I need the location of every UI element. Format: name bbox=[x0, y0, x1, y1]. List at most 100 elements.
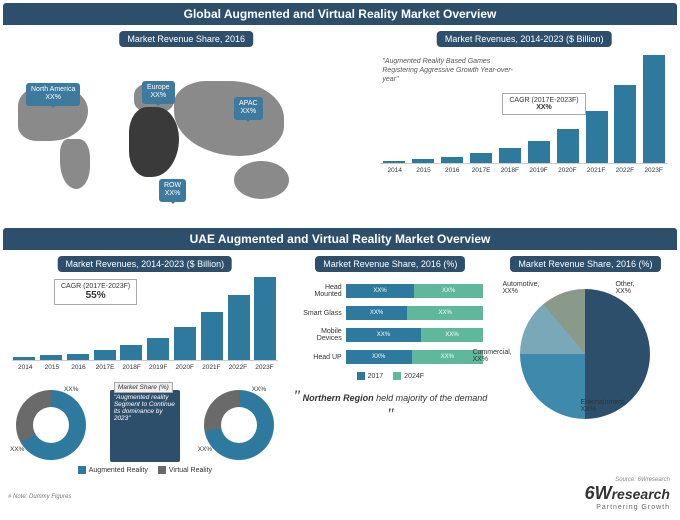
stacked-seg-a: XX% bbox=[346, 306, 408, 320]
north-quote: " Northern Region held majority of the d… bbox=[290, 388, 491, 424]
bar bbox=[614, 85, 636, 163]
stacked-label: Head Mounted bbox=[298, 284, 342, 298]
bar bbox=[528, 141, 550, 163]
legend-ar: Augmented Reality bbox=[89, 467, 148, 474]
bar-label: 2021F bbox=[198, 364, 225, 371]
uae-bar-chart: 2014201520162017E2018F2019F2020F2021F202… bbox=[4, 276, 286, 386]
global-revenue-title: Market Revenues, 2014-2023 ($ Billion) bbox=[437, 31, 612, 47]
share-quote-box: Market Share (%) "Augmented reality Segm… bbox=[110, 390, 180, 462]
map-title: Market Revenue Share, 2016 bbox=[119, 31, 253, 47]
north-highlight: Northern Region bbox=[303, 393, 374, 403]
uae-revenue-panel: Market Revenues, 2014-2023 ($ Billion) C… bbox=[4, 254, 286, 516]
pie-label: Automotive,XX% bbox=[502, 281, 539, 295]
stacked-seg-a: XX% bbox=[346, 350, 412, 364]
logo-main: 6W bbox=[585, 483, 612, 503]
bar bbox=[201, 312, 223, 360]
global-revenue-panel: Market Revenues, 2014-2023 ($ Billion) "… bbox=[372, 29, 676, 221]
map-pin: ROWXX% bbox=[159, 179, 186, 202]
donut-label: XX% bbox=[252, 386, 266, 393]
stacked-seg-b: XX% bbox=[407, 306, 482, 320]
uae-revenue-title: Market Revenues, 2014-2023 ($ Billion) bbox=[58, 256, 233, 272]
bar-label: 2023F bbox=[639, 167, 668, 174]
donut-label: XX% bbox=[10, 446, 24, 453]
bar-label: 2022F bbox=[225, 364, 252, 371]
bar bbox=[586, 111, 608, 163]
global-bar-chart: 2014201520162017E2018F2019F2020F2021F202… bbox=[372, 54, 676, 194]
uae-section: Market Revenues, 2014-2023 ($ Billion) C… bbox=[0, 250, 680, 520]
bar-label: 2015 bbox=[409, 167, 438, 174]
bar-label: 2017E bbox=[92, 364, 119, 371]
stacked-label: Head UP bbox=[298, 354, 342, 361]
legend-2024: 2024F bbox=[404, 373, 424, 380]
stacked-seg-a: XX% bbox=[346, 328, 421, 342]
stacked-row: Mobile DevicesXX%XX% bbox=[298, 328, 483, 342]
pie-title: Market Revenue Share, 2016 (%) bbox=[510, 256, 660, 272]
logo-tag: Partnering Growth bbox=[585, 504, 670, 511]
stacked-seg-b: XX% bbox=[421, 328, 483, 342]
stacked-label: Smart Glass bbox=[298, 310, 342, 317]
donut-2016 bbox=[16, 390, 86, 460]
bar bbox=[383, 161, 405, 163]
donut-label: XX% bbox=[64, 386, 78, 393]
bar-label: 2021F bbox=[582, 167, 611, 174]
bar bbox=[557, 129, 579, 163]
bar bbox=[94, 350, 116, 360]
stacked-row: Smart Glass XX%XX% bbox=[298, 306, 483, 320]
bar bbox=[174, 327, 196, 360]
bar-label: 2016 bbox=[438, 167, 467, 174]
world-map: North AmericaXX% EuropeXX% APACXX% ROWXX% bbox=[4, 51, 368, 221]
legend-2017: 2017 bbox=[368, 373, 384, 380]
pie-label: Entertainment,XX% bbox=[580, 399, 626, 413]
bar-label: 2014 bbox=[380, 167, 409, 174]
map-pin: APACXX% bbox=[234, 97, 263, 120]
share-title: Market Share (%) bbox=[114, 382, 173, 393]
bar-label: 2019F bbox=[524, 167, 553, 174]
bar-label: 2020F bbox=[171, 364, 198, 371]
bar bbox=[147, 338, 169, 360]
global-section: Market Revenue Share, 2016 North America… bbox=[0, 25, 680, 225]
stacked-seg-a: XX% bbox=[346, 284, 415, 298]
bar bbox=[13, 357, 35, 360]
share-quote: "Augmented reality Segment to Continue i… bbox=[114, 394, 175, 422]
bar-label: 2016 bbox=[65, 364, 92, 371]
bar bbox=[120, 345, 142, 360]
bar bbox=[228, 295, 250, 360]
donut-2023 bbox=[204, 390, 274, 460]
bar-label: 2017E bbox=[467, 167, 496, 174]
bar-label: 2019F bbox=[145, 364, 172, 371]
bar-label: 2022F bbox=[610, 167, 639, 174]
pie-label: Commercial,XX% bbox=[472, 349, 511, 363]
map-panel: Market Revenue Share, 2016 North America… bbox=[4, 29, 368, 221]
uae-segments-panel: Market Revenue Share, 2016 (%) Head Moun… bbox=[290, 254, 491, 516]
bar bbox=[441, 157, 463, 163]
donut-label: XX% bbox=[198, 446, 212, 453]
bar-label: 2015 bbox=[39, 364, 66, 371]
legend-vr: Virtual Reality bbox=[169, 467, 212, 474]
bar bbox=[67, 354, 89, 360]
bar-label: 2018F bbox=[118, 364, 145, 371]
global-header: Global Augmented and Virtual Reality Mar… bbox=[3, 3, 677, 25]
bar-label: 2018F bbox=[495, 167, 524, 174]
pie-chart: Entertainment,XX%Commercial,XX%Automotiv… bbox=[520, 289, 650, 419]
bar bbox=[254, 277, 276, 360]
map-pin: North AmericaXX% bbox=[26, 83, 80, 106]
map-pin: EuropeXX% bbox=[142, 81, 175, 104]
bar bbox=[470, 153, 492, 163]
seg-legend: 2017 2024F bbox=[290, 372, 491, 380]
stacked-bars: Head MountedXX%XX%Smart GlassXX%XX%Mobil… bbox=[290, 284, 491, 364]
bar bbox=[499, 148, 521, 163]
seg-title: Market Revenue Share, 2016 (%) bbox=[315, 256, 465, 272]
logo-sub: research bbox=[612, 486, 670, 502]
pie-label: Other,XX% bbox=[615, 281, 634, 295]
logo: 6Wresearch Partnering Growth bbox=[585, 483, 670, 511]
dummy-note: # Note: Dummy Figures bbox=[8, 494, 71, 500]
bar bbox=[40, 355, 62, 360]
source-note: Source: 6Wresearch bbox=[615, 477, 670, 483]
bar-label: 2020F bbox=[553, 167, 582, 174]
bar-label: 2014 bbox=[12, 364, 39, 371]
uae-header: UAE Augmented and Virtual Reality Market… bbox=[3, 228, 677, 250]
bar bbox=[643, 55, 665, 163]
donut-row: XX% XX% Market Share (%) "Augmented real… bbox=[4, 390, 286, 462]
donut-legend: Augmented Reality Virtual Reality bbox=[4, 466, 286, 474]
stacked-row: Head UPXX%XX% bbox=[298, 350, 483, 364]
